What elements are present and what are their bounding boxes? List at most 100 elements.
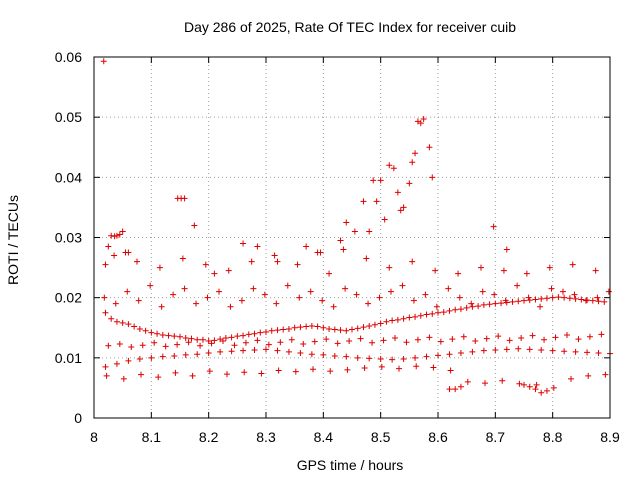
- data-point: [182, 334, 189, 341]
- data-point: [162, 343, 169, 350]
- data-point: [503, 246, 510, 253]
- data-point: [555, 294, 562, 301]
- data-point: [403, 339, 410, 346]
- data-point: [550, 384, 557, 391]
- data-point: [254, 337, 261, 344]
- data-point: [224, 371, 231, 378]
- data-point: [151, 339, 158, 346]
- data-point: [308, 351, 315, 358]
- data-point: [254, 243, 261, 250]
- data-point: [602, 371, 609, 378]
- data-point: [589, 297, 596, 304]
- data-point: [457, 383, 464, 390]
- data-point: [343, 327, 350, 334]
- data-point: [296, 294, 303, 301]
- data-point: [297, 350, 304, 357]
- data-point: [353, 291, 360, 298]
- data-point: [343, 353, 350, 360]
- data-point: [412, 150, 419, 157]
- data-point: [420, 115, 427, 122]
- data-point: [124, 288, 131, 295]
- data-point: [191, 222, 198, 229]
- data-point: [330, 303, 337, 310]
- data-point: [220, 337, 226, 344]
- data-point: [314, 323, 321, 330]
- data-point: [566, 295, 573, 302]
- x-tick-label: 8.1: [142, 429, 162, 445]
- data-point: [241, 369, 248, 376]
- data-point: [460, 333, 467, 340]
- data-point: [274, 327, 281, 334]
- data-point: [357, 335, 364, 342]
- data-point: [148, 354, 155, 361]
- data-point: [131, 323, 138, 330]
- data-point: [503, 346, 510, 353]
- data-point: [211, 270, 218, 277]
- data-point: [277, 339, 284, 346]
- data-point: [273, 300, 280, 307]
- data-point: [240, 347, 247, 354]
- data-point: [280, 326, 287, 333]
- data-points: [100, 58, 613, 396]
- data-point: [446, 386, 453, 393]
- data-point: [311, 338, 318, 345]
- data-point: [337, 237, 344, 244]
- data-point: [303, 243, 310, 250]
- data-point: [179, 255, 186, 262]
- data-point: [193, 300, 200, 307]
- data-point: [506, 337, 513, 344]
- data-point: [258, 370, 265, 377]
- y-tick-label: 0.05: [55, 109, 82, 125]
- data-point: [495, 333, 502, 340]
- data-point: [392, 334, 398, 341]
- data-point: [366, 228, 373, 235]
- data-point: [457, 350, 464, 357]
- data-point: [561, 294, 568, 301]
- data-point: [156, 264, 163, 271]
- data-point: [390, 165, 397, 172]
- data-point: [320, 351, 327, 358]
- data-point: [354, 354, 361, 361]
- y-tick-label: 0.02: [55, 290, 82, 306]
- data-point: [380, 337, 387, 344]
- data-point: [227, 303, 234, 310]
- data-point: [171, 333, 178, 340]
- data-point: [514, 282, 521, 289]
- data-point: [387, 288, 394, 295]
- data-point: [569, 261, 576, 268]
- data-point: [429, 310, 436, 317]
- data-point: [327, 368, 334, 375]
- data-point: [516, 380, 523, 387]
- data-point: [412, 313, 419, 320]
- data-point: [578, 296, 585, 303]
- data-point: [538, 347, 545, 354]
- data-point: [108, 315, 115, 322]
- data-point: [585, 372, 592, 379]
- data-point: [492, 347, 499, 354]
- data-point: [464, 378, 471, 385]
- data-point: [116, 231, 123, 238]
- data-point: [537, 303, 544, 310]
- data-point: [575, 336, 582, 343]
- data-point: [546, 264, 553, 271]
- x-tick-label: 8.9: [600, 429, 620, 445]
- x-axis-label: GPS time / hours: [297, 457, 404, 473]
- data-point: [435, 352, 441, 359]
- data-point: [194, 336, 201, 343]
- data-point: [446, 307, 453, 314]
- data-point: [417, 312, 424, 319]
- data-point: [492, 300, 499, 307]
- plot-frame: [93, 56, 611, 419]
- data-point: [185, 339, 192, 346]
- data-point: [275, 367, 282, 374]
- data-point: [523, 270, 530, 277]
- data-point: [383, 318, 390, 325]
- data-point: [344, 366, 351, 373]
- data-point: [274, 347, 281, 354]
- data-point: [584, 349, 591, 356]
- data-point: [486, 301, 493, 308]
- data-point: [571, 291, 578, 298]
- data-point: [480, 301, 487, 308]
- y-tick-label: 0: [74, 410, 82, 426]
- data-point: [263, 346, 269, 353]
